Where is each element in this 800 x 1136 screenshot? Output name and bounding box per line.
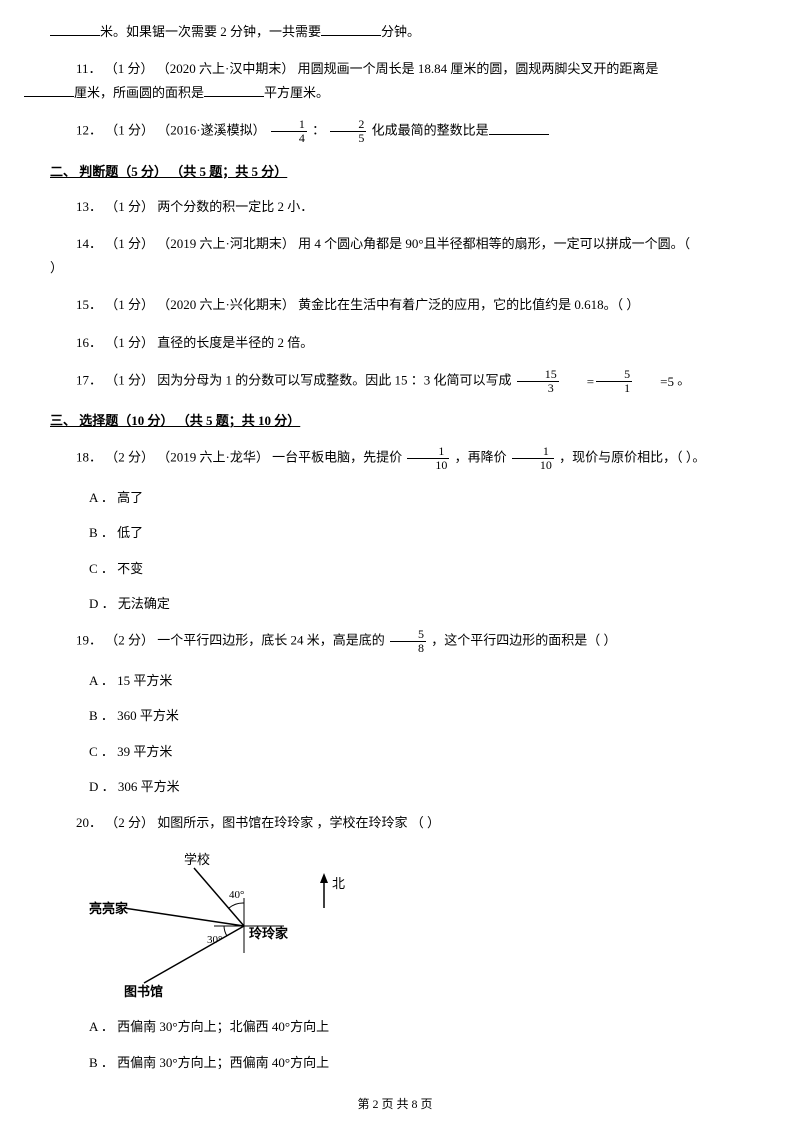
question-points: （2 分） <box>105 815 154 830</box>
school-label: 学校 <box>184 852 210 867</box>
option-b: B ． 360 平方米 <box>89 704 740 727</box>
question-points: （1 分） <box>105 61 154 76</box>
colon: ： <box>312 123 328 138</box>
question-num: 18． <box>76 449 102 464</box>
question-points: （2 分） <box>105 632 154 647</box>
lingling-label: 玲玲家 <box>249 926 289 941</box>
option-a: A ． 15 平方米 <box>89 669 740 692</box>
north-label: 北 <box>332 876 345 891</box>
question-points: （1 分） <box>105 297 154 312</box>
question-source: （2019 六上·河北期末） <box>157 236 295 251</box>
text: 用圆规画一个周长是 18.84 厘米的圆，圆规两脚尖叉开的距离是 <box>298 61 659 76</box>
text: 如图所示，图书馆在玲玲家 ，学校在玲玲家 （ ） <box>157 815 440 830</box>
question-points: （1 分） <box>105 123 154 138</box>
close-paren: ） <box>50 260 63 275</box>
question-num: 20． <box>76 815 102 830</box>
q17: 17． （1 分） 因为分母为 1 的分数可以写成整数。因此 15 ：3 化简可… <box>50 368 740 395</box>
blank <box>50 20 100 36</box>
fraction: 110 <box>512 445 554 472</box>
q20-options: A ． 西偏南 30°方向上；北偏西 40°方向上 B ． 西偏南 30°方向上… <box>89 1015 740 1074</box>
text: 厘米，所画圆的面积是 <box>74 85 204 100</box>
q10-tail: 米。如果锯一次需要 2 分钟，一共需要 分钟。 <box>50 20 740 43</box>
question-num: 15． <box>76 297 102 312</box>
text: 米。如果锯一次需要 2 分钟，一共需要 <box>100 24 321 39</box>
q20: 20． （2 分） 如图所示，图书馆在玲玲家 ，学校在玲玲家 （ ） <box>50 811 740 834</box>
option-b: B ． 低了 <box>89 521 740 544</box>
library-label: 图书馆 <box>124 984 163 998</box>
question-num: 19． <box>76 632 102 647</box>
blank <box>24 81 74 97</box>
q19-options: A ． 15 平方米 B ． 360 平方米 C ． 39 平方米 D ． 30… <box>89 669 740 799</box>
text: 用 4 个圆心角都是 90°且半径都相等的扇形，一定可以拼成一个圆。（ <box>298 236 690 251</box>
fraction-equation: 153 = 51 =5 <box>515 368 674 395</box>
direction-diagram-svg: 学校 亮亮家 玲玲家 图书馆 北 40° 30° <box>89 848 369 998</box>
section-2-title: 二、 判断题（5 分） （共 5 题；共 5 分） <box>50 160 740 183</box>
question-source: （2016·遂溪模拟） <box>157 123 265 138</box>
text: 因为分母为 1 的分数可以写成整数。因此 15 ：3 化简可以写成 <box>157 373 515 388</box>
text: 两个分数的积一定比 2 小． <box>157 199 313 214</box>
text: ，现价与原价相比，（ ）。 <box>559 449 705 464</box>
question-num: 16． <box>76 335 102 350</box>
text: ，这个平行四边形的面积是（ ） <box>431 632 616 647</box>
blank <box>321 20 381 36</box>
q12: 12． （1 分） （2016·遂溪模拟） 14 ： 25 化成最简的整数比是 <box>50 118 740 145</box>
q18-options: A ． 高了 B ． 低了 C ． 不变 D ． 无法确定 <box>89 486 740 616</box>
question-points: （1 分） <box>105 199 154 214</box>
option-b: B ． 西偏南 30°方向上；西偏南 40°方向上 <box>89 1051 740 1074</box>
angle-30: 30° <box>207 934 222 946</box>
question-points: （1 分） <box>105 335 154 350</box>
question-num: 14． <box>76 236 102 251</box>
fraction: 51 <box>596 368 632 395</box>
q18: 18． （2 分） （2019 六上·龙华） 一台平板电脑，先提价 110 ，再… <box>50 445 740 472</box>
question-points: （1 分） <box>105 236 154 251</box>
q11: 11． （1 分） （2020 六上·汉中期末） 用圆规画一个周长是 18.84… <box>50 57 740 104</box>
option-c: C ． 39 平方米 <box>89 740 740 763</box>
question-source: （2019 六上·龙华） <box>157 449 269 464</box>
fraction: 110 <box>407 445 449 472</box>
blank <box>204 81 264 97</box>
text: 直径的长度是半径的 2 倍。 <box>157 335 313 350</box>
question-source: （2020 六上·汉中期末） <box>157 61 295 76</box>
question-num: 13． <box>76 199 102 214</box>
text: 。 <box>677 373 690 388</box>
text: 化成最简的整数比是 <box>372 123 489 138</box>
option-a: A ． 西偏南 30°方向上；北偏西 40°方向上 <box>89 1015 740 1038</box>
page-footer: 第 2 页 共 8 页 <box>50 1094 740 1116</box>
option-d: D ． 306 平方米 <box>89 775 740 798</box>
question-source: （2020 六上·兴化期末） <box>157 297 295 312</box>
text: ，再降价 <box>455 449 510 464</box>
q20-diagram: 学校 亮亮家 玲玲家 图书馆 北 40° 30° <box>89 848 740 1005</box>
question-num: 17． <box>76 373 102 388</box>
q16: 16． （1 分） 直径的长度是半径的 2 倍。 <box>50 331 740 354</box>
fraction: 58 <box>390 628 426 655</box>
text: 平方厘米。 <box>264 85 329 100</box>
q13: 13． （1 分） 两个分数的积一定比 2 小． <box>50 195 740 218</box>
q15: 15． （1 分） （2020 六上·兴化期末） 黄金比在生活中有着广泛的应用，… <box>50 293 740 316</box>
option-a: A ． 高了 <box>89 486 740 509</box>
fraction: 153 <box>517 368 559 395</box>
option-c: C ． 不变 <box>89 557 740 580</box>
text: 一台平板电脑，先提价 <box>272 449 405 464</box>
section-3-title: 三、 选择题（10 分） （共 5 题；共 10 分） <box>50 409 740 432</box>
q14: 14． （1 分） （2019 六上·河北期末） 用 4 个圆心角都是 90°且… <box>50 232 740 279</box>
question-num: 11． <box>76 61 102 76</box>
text: 一个平行四边形，底长 24 米，高是底的 <box>157 632 388 647</box>
fraction: 25 <box>330 118 366 145</box>
q19: 19． （2 分） 一个平行四边形，底长 24 米，高是底的 58 ，这个平行四… <box>50 628 740 655</box>
question-points: （1 分） <box>105 373 154 388</box>
text: 黄金比在生活中有着广泛的应用，它的比值约是 0.618。（ ） <box>298 297 639 312</box>
option-d: D ． 无法确定 <box>89 592 740 615</box>
fraction: 14 <box>271 118 307 145</box>
blank <box>489 119 549 135</box>
question-num: 12． <box>76 123 102 138</box>
text: 分钟。 <box>381 24 420 39</box>
angle-40: 40° <box>229 889 244 901</box>
question-points: （2 分） <box>105 449 154 464</box>
liangliang-label: 亮亮家 <box>89 901 129 916</box>
